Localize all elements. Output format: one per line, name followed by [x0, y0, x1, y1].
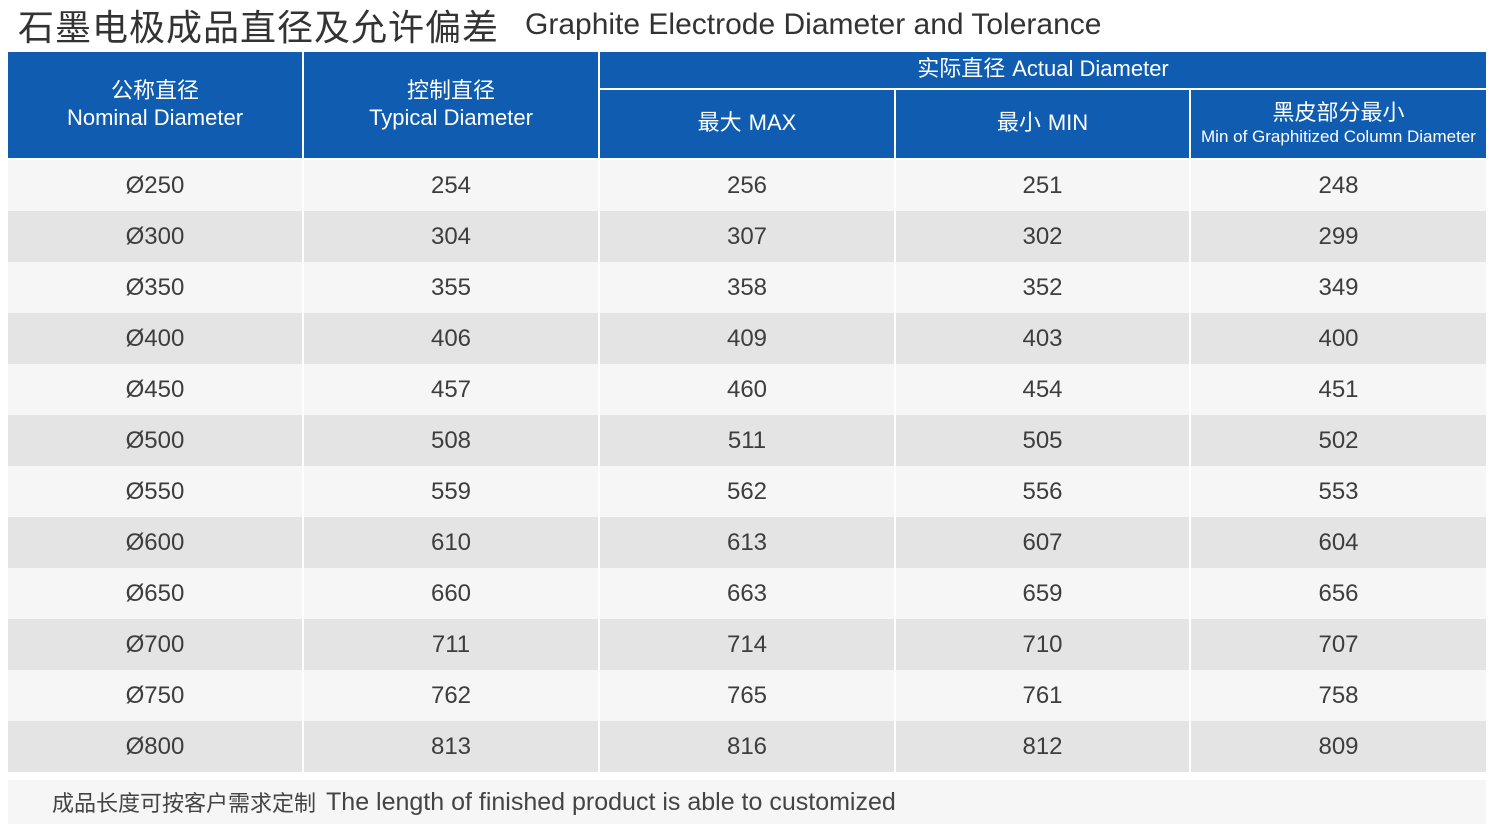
- cell-column-min: 349: [1191, 262, 1486, 313]
- cell-typical: 610: [304, 517, 600, 568]
- cell-min: 352: [896, 262, 1191, 313]
- cell-max: 816: [600, 721, 896, 772]
- cell-min: 761: [896, 670, 1191, 721]
- table-row: Ø400 406 409 403 400: [8, 313, 1486, 364]
- cell-typical: 254: [304, 160, 600, 211]
- cell-column-min: 656: [1191, 568, 1486, 619]
- footnote-chinese: 成品长度可按客户需求定制: [52, 792, 317, 817]
- cell-typical: 559: [304, 466, 600, 517]
- cell-nominal: Ø300: [8, 211, 304, 262]
- cell-max: 714: [600, 619, 896, 670]
- header-nominal-en: Nominal Diameter: [66, 105, 244, 130]
- footnote-english: The length of finished product is able t…: [326, 787, 896, 816]
- header-min-en: MIN: [1047, 110, 1089, 136]
- cell-column-min: 758: [1191, 670, 1486, 721]
- header-min: 最小 MIN: [896, 90, 1191, 160]
- header-column-en: Min of Graphitized Column Diameter: [1201, 127, 1476, 146]
- cell-min: 812: [896, 721, 1191, 772]
- cell-max: 460: [600, 364, 896, 415]
- cell-min: 403: [896, 313, 1191, 364]
- cell-column-min: 400: [1191, 313, 1486, 364]
- cell-max: 358: [600, 262, 896, 313]
- cell-nominal: Ø700: [8, 619, 304, 670]
- cell-column-min: 451: [1191, 364, 1486, 415]
- cell-max: 511: [600, 415, 896, 466]
- cell-min: 659: [896, 568, 1191, 619]
- cell-column-min: 809: [1191, 721, 1486, 772]
- cell-nominal: Ø400: [8, 313, 304, 364]
- diameter-tolerance-table: 公称直径 Nominal Diameter 控制直径 Typical Diame…: [8, 52, 1486, 772]
- cell-nominal: Ø800: [8, 721, 304, 772]
- table-row: Ø800 813 816 812 809: [8, 721, 1486, 772]
- cell-typical: 457: [304, 364, 600, 415]
- cell-max: 307: [600, 211, 896, 262]
- footnote: 成品长度可按客户需求定制 The length of finished prod…: [8, 780, 1486, 824]
- cell-nominal: Ø600: [8, 517, 304, 568]
- cell-nominal: Ø750: [8, 670, 304, 721]
- cell-column-min: 604: [1191, 517, 1486, 568]
- page-title: 石墨电极成品直径及允许偏差 Graphite Electrode Diamete…: [18, 2, 1102, 49]
- cell-column-min: 553: [1191, 466, 1486, 517]
- cell-typical: 762: [304, 670, 600, 721]
- cell-min: 454: [896, 364, 1191, 415]
- header-column-cn: 黑皮部分最小: [1272, 100, 1405, 126]
- header-nominal-diameter: 公称直径 Nominal Diameter: [8, 52, 304, 160]
- cell-typical: 355: [304, 262, 600, 313]
- cell-typical: 711: [304, 619, 600, 670]
- table-row: Ø450 457 460 454 451: [8, 364, 1486, 415]
- title-english: Graphite Electrode Diameter and Toleranc…: [525, 8, 1102, 41]
- title-chinese: 石墨电极成品直径及允许偏差: [18, 8, 500, 49]
- cell-min: 556: [896, 466, 1191, 517]
- cell-min: 710: [896, 619, 1191, 670]
- cell-max: 256: [600, 160, 896, 211]
- cell-column-min: 502: [1191, 415, 1486, 466]
- table-row: Ø550 559 562 556 553: [8, 466, 1486, 517]
- header-max: 最大 MAX: [600, 90, 896, 160]
- cell-typical: 813: [304, 721, 600, 772]
- cell-nominal: Ø450: [8, 364, 304, 415]
- cell-max: 562: [600, 466, 896, 517]
- cell-typical: 304: [304, 211, 600, 262]
- table-body: Ø250 254 256 251 248 Ø300 304 307 302 29…: [8, 160, 1486, 772]
- header-max-cn: 最大: [697, 111, 742, 137]
- cell-column-min: 707: [1191, 619, 1486, 670]
- table-row: Ø300 304 307 302 299: [8, 211, 1486, 262]
- table-row: Ø250 254 256 251 248: [8, 160, 1486, 211]
- header-typical-en: Typical Diameter: [369, 105, 533, 130]
- cell-max: 409: [600, 313, 896, 364]
- header-max-en: MAX: [748, 110, 797, 136]
- header-actual-diameter: 实际直径 Actual Diameter: [600, 52, 1486, 90]
- header-actual-en: Actual Diameter: [1012, 56, 1169, 82]
- cell-column-min: 299: [1191, 211, 1486, 262]
- cell-nominal: Ø250: [8, 160, 304, 211]
- table-row: Ø350 355 358 352 349: [8, 262, 1486, 313]
- header-typical-cn: 控制直径: [406, 78, 495, 104]
- cell-min: 302: [896, 211, 1191, 262]
- table-row: Ø500 508 511 505 502: [8, 415, 1486, 466]
- cell-typical: 508: [304, 415, 600, 466]
- cell-max: 613: [600, 517, 896, 568]
- cell-nominal: Ø550: [8, 466, 304, 517]
- cell-typical: 660: [304, 568, 600, 619]
- cell-nominal: Ø350: [8, 262, 304, 313]
- cell-max: 765: [600, 670, 896, 721]
- table-row: Ø750 762 765 761 758: [8, 670, 1486, 721]
- header-typical-diameter: 控制直径 Typical Diameter: [304, 52, 600, 160]
- table-row: Ø650 660 663 659 656: [8, 568, 1486, 619]
- header-min-cn: 最小: [996, 111, 1041, 137]
- cell-nominal: Ø500: [8, 415, 304, 466]
- header-graphitized-column: 黑皮部分最小 Min of Graphitized Column Diamete…: [1191, 90, 1486, 160]
- cell-typical: 406: [304, 313, 600, 364]
- cell-nominal: Ø650: [8, 568, 304, 619]
- header-nominal-cn: 公称直径: [110, 78, 199, 104]
- cell-min: 505: [896, 415, 1191, 466]
- cell-min: 251: [896, 160, 1191, 211]
- cell-min: 607: [896, 517, 1191, 568]
- table-row: Ø600 610 613 607 604: [8, 517, 1486, 568]
- cell-column-min: 248: [1191, 160, 1486, 211]
- table-row: Ø700 711 714 710 707: [8, 619, 1486, 670]
- header-actual-cn: 实际直径: [917, 57, 1006, 83]
- cell-max: 663: [600, 568, 896, 619]
